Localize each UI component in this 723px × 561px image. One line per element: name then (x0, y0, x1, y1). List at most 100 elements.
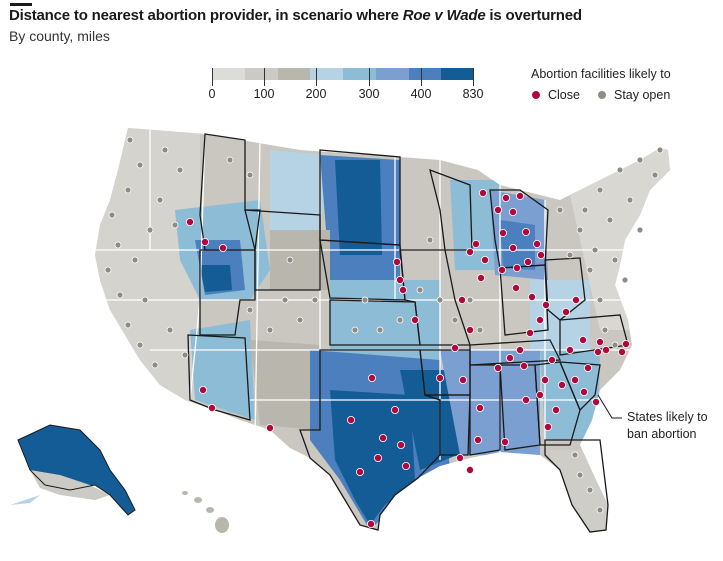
closing-facility-dot (501, 193, 510, 202)
closing-facility-dot (265, 423, 274, 432)
closing-facility-dot (618, 347, 627, 356)
open-facility-dot (246, 306, 254, 314)
open-facility-dot (108, 211, 116, 219)
closing-facility-dot (522, 227, 531, 236)
open-facility-dot (396, 316, 404, 324)
closing-facility-dot (410, 315, 419, 324)
scale-tick-830 (473, 68, 474, 86)
kansas-oklahoma-region (330, 280, 440, 360)
ban-state-outline (399, 249, 471, 346)
closing-facility-dot (367, 373, 376, 382)
open-facility-dot (556, 206, 564, 214)
scale-swatch-0 (212, 68, 245, 80)
open-facility-dot (114, 241, 122, 249)
scale-label-400: 400 (410, 87, 432, 101)
closing-facility-dot (471, 239, 480, 248)
closing-facility-dot (475, 403, 484, 412)
closing-facility-dot (512, 283, 521, 292)
open-facility-dot (586, 266, 594, 274)
alaska-south (30, 470, 110, 500)
closing-facility-dot (548, 355, 557, 364)
closing-facility-dot (526, 328, 535, 337)
closing-facility-dot (390, 405, 399, 414)
closing-facility-dot (455, 453, 464, 462)
open-facility-dot (581, 206, 589, 214)
chart-title: Distance to nearest abortion provider, i… (9, 7, 582, 24)
closing-facility-dot (493, 205, 502, 214)
open-facility-dot (611, 256, 619, 264)
closing-facility-dot (536, 315, 545, 324)
alaska-peninsula (10, 495, 40, 505)
alaska-shape (18, 425, 135, 515)
closing-facility-dot (473, 435, 482, 444)
closing-facility-dot (355, 467, 364, 476)
annotation-line-2: ban abortion (627, 427, 697, 441)
legend-stay-open: Stay open (597, 88, 670, 102)
new-mexico-region (250, 340, 320, 430)
hawaii-island (215, 517, 229, 533)
scale-swatch-5 (375, 68, 409, 80)
closing-facility-dot (602, 345, 611, 354)
open-facility-dot (611, 341, 619, 349)
scale-label-300: 300 (358, 87, 380, 101)
closing-facility-dot (346, 415, 355, 424)
closing-facility-dot (542, 300, 551, 309)
ban-state-outline (544, 439, 609, 533)
closing-facility-dot (435, 373, 444, 382)
closing-facility-dot (533, 239, 542, 248)
closing-facility-dot (594, 347, 603, 356)
open-facility-dot (181, 351, 189, 359)
closing-facility-dot (392, 257, 401, 266)
ban-state-outline (499, 264, 549, 336)
closing-facility-dot (401, 461, 410, 470)
closing-facility-dot (544, 422, 553, 431)
closing-facility-dot (524, 257, 533, 266)
closing-facility-dot (465, 247, 474, 256)
closing-facility-dot (536, 390, 545, 399)
hawaii-island (194, 497, 202, 503)
annotation-line-1: States likely to (627, 410, 708, 424)
closing-facility-dot (465, 325, 474, 334)
scale-label-100: 100 (253, 87, 275, 101)
ban-state-outline (534, 361, 581, 446)
closing-facility-dot (552, 405, 561, 414)
deep-south-region (440, 350, 540, 455)
open-dot-icon (597, 90, 607, 100)
ban-state-outline (424, 394, 471, 456)
open-facility-dot (116, 291, 124, 299)
open-facility-dot (136, 341, 144, 349)
open-facility-dot (656, 146, 664, 154)
open-facility-dot (601, 326, 609, 334)
scale-tick-100 (264, 68, 265, 86)
closing-facility-dot (566, 345, 575, 354)
closing-facility-dot (584, 363, 593, 372)
scale-tick-200 (316, 68, 317, 86)
open-facility-dot (591, 246, 599, 254)
dakotas-core-region (335, 160, 382, 255)
open-facility-dot (124, 186, 132, 194)
closing-facility-dot (508, 207, 517, 216)
open-facility-dot (146, 226, 154, 234)
closing-facility-dot (541, 375, 550, 384)
open-facility-dot (566, 251, 574, 259)
open-facility-dot (351, 326, 359, 334)
alaska-inset (10, 424, 136, 516)
color-scale-bar (212, 68, 474, 80)
open-facility-dot (626, 196, 634, 204)
closing-facility-dot (373, 453, 382, 462)
montana-region (270, 150, 330, 230)
scale-label-0: 0 (208, 87, 216, 101)
closing-facility-dot (493, 363, 502, 372)
legend-open-label: Stay open (614, 88, 671, 102)
scale-tick-400 (421, 68, 422, 86)
ban-state-outline (558, 361, 601, 412)
alaska-outline (17, 424, 136, 516)
closing-facility-dot (520, 361, 529, 370)
open-facility-dot (436, 296, 444, 304)
closing-facility-dot (457, 295, 466, 304)
open-facility-dot (571, 451, 579, 459)
close-dot-icon (531, 90, 541, 100)
open-facility-dot (161, 146, 169, 154)
closing-facility-dot (571, 375, 580, 384)
